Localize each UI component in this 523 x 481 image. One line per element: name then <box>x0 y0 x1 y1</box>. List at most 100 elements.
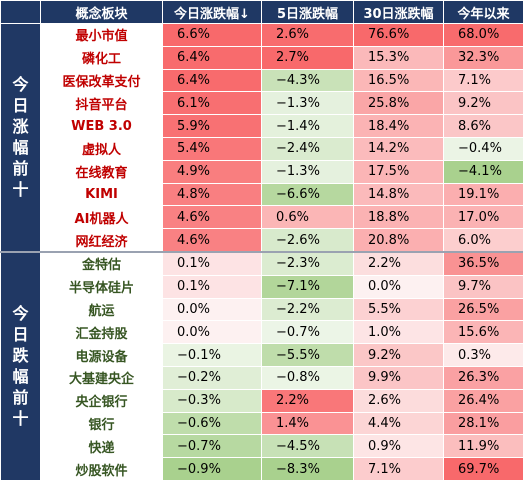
ytd-change-cell: 15.6% <box>444 321 523 344</box>
table-row[interactable]: 大基建央企−0.2%−0.8%9.9%26.3% <box>1 366 523 389</box>
30d-change-cell: 18.8% <box>354 206 444 229</box>
ytd-change-cell: 32.3% <box>444 46 523 69</box>
30d-change-cell: 7.1% <box>354 458 444 481</box>
header-30d-change[interactable]: 30日涨跌幅 <box>354 1 444 24</box>
30d-change-cell: 0.9% <box>354 435 444 458</box>
sector-name-cell[interactable]: 航运 <box>41 298 163 321</box>
today-change-cell: −0.1% <box>163 344 262 367</box>
5d-change-cell: −5.5% <box>262 344 354 367</box>
5d-change-cell: 2.6% <box>262 24 354 47</box>
sector-name-cell[interactable]: AI机器人 <box>41 206 163 229</box>
header-row: 概念板块 今日涨跌幅↓ 5日涨跌幅 30日涨跌幅 今年以来 <box>1 1 523 24</box>
group-label-char: 幅 <box>1 137 40 158</box>
today-change-cell: 4.9% <box>163 160 262 183</box>
sector-name-cell[interactable]: 央企银行 <box>41 389 163 412</box>
sector-name-cell[interactable]: 在线教育 <box>41 160 163 183</box>
header-ytd-change[interactable]: 今年以来 <box>444 1 523 24</box>
sector-name-cell[interactable]: 快递 <box>41 435 163 458</box>
30d-change-cell: 9.2% <box>354 344 444 367</box>
group-label-char: 日 <box>1 324 40 345</box>
group-label-char: 今 <box>1 74 40 95</box>
sector-name-cell[interactable]: 炒股软件 <box>41 458 163 481</box>
today-change-cell: 4.8% <box>163 183 262 206</box>
group-label-char: 今 <box>1 303 40 324</box>
header-5d-change[interactable]: 5日涨跌幅 <box>262 1 354 24</box>
sector-name-cell[interactable]: 医保改革支付 <box>41 69 163 92</box>
30d-change-cell: 2.6% <box>354 389 444 412</box>
ytd-change-cell: 8.6% <box>444 115 523 138</box>
sector-name-cell[interactable]: KIMI <box>41 183 163 206</box>
sector-name-cell[interactable]: 磷化工 <box>41 46 163 69</box>
header-today-label: 今日涨跌幅 <box>174 7 239 22</box>
30d-change-cell: 14.8% <box>354 183 444 206</box>
sector-name-cell[interactable]: 金特估 <box>41 252 163 275</box>
ytd-change-cell: 19.1% <box>444 183 523 206</box>
5d-change-cell: −0.8% <box>262 366 354 389</box>
today-change-cell: −0.6% <box>163 412 262 435</box>
today-change-cell: 6.1% <box>163 92 262 115</box>
today-change-cell: −0.9% <box>163 458 262 481</box>
sector-name-cell[interactable]: 最小市值 <box>41 24 163 47</box>
5d-change-cell: −2.4% <box>262 137 354 160</box>
sector-name-cell[interactable]: 电源设备 <box>41 344 163 367</box>
5d-change-cell: −1.3% <box>262 92 354 115</box>
ytd-change-cell: 11.9% <box>444 435 523 458</box>
5d-change-cell: −0.7% <box>262 321 354 344</box>
sector-name-cell[interactable]: 汇金持股 <box>41 321 163 344</box>
table-row[interactable]: 银行−0.6%1.4%4.4%28.1% <box>1 412 523 435</box>
header-today-change[interactable]: 今日涨跌幅↓ <box>163 1 262 24</box>
table-row[interactable]: 电源设备−0.1%−5.5%9.2%0.3% <box>1 344 523 367</box>
5d-change-cell: −2.6% <box>262 229 354 252</box>
30d-change-cell: 9.9% <box>354 366 444 389</box>
ytd-change-cell: 26.4% <box>444 389 523 412</box>
table-row[interactable]: 快递−0.7%−4.5%0.9%11.9% <box>1 435 523 458</box>
ytd-change-cell: 7.1% <box>444 69 523 92</box>
group-label-char: 日 <box>1 95 40 116</box>
sector-name-cell[interactable]: 抖音平台 <box>41 92 163 115</box>
30d-change-cell: 25.8% <box>354 92 444 115</box>
ytd-change-cell: 69.7% <box>444 458 523 481</box>
group-label-char: 涨 <box>1 116 40 137</box>
ytd-change-cell: 68.0% <box>444 24 523 47</box>
30d-change-cell: 18.4% <box>354 115 444 138</box>
sector-name-cell[interactable]: 半导体硅片 <box>41 275 163 298</box>
today-change-cell: −0.3% <box>163 389 262 412</box>
today-change-cell: −0.2% <box>163 366 262 389</box>
today-change-cell: 0.1% <box>163 275 262 298</box>
5d-change-cell: −4.5% <box>262 435 354 458</box>
group-label-char: 幅 <box>1 366 40 387</box>
sector-name-cell[interactable]: WEB 3.0 <box>41 115 163 138</box>
sector-name-cell[interactable]: 银行 <box>41 412 163 435</box>
30d-change-cell: 14.2% <box>354 137 444 160</box>
ytd-change-cell: 9.7% <box>444 275 523 298</box>
table-row[interactable]: 炒股软件−0.9%−8.3%7.1%69.7% <box>1 458 523 481</box>
30d-change-cell: 15.3% <box>354 46 444 69</box>
today-change-cell: 4.6% <box>163 229 262 252</box>
today-change-cell: 0.0% <box>163 298 262 321</box>
5d-change-cell: −2.2% <box>262 298 354 321</box>
sector-name-cell[interactable]: 网红经济 <box>41 229 163 252</box>
today-change-cell: 5.9% <box>163 115 262 138</box>
sector-name-cell[interactable]: 虚拟人 <box>41 137 163 160</box>
table-row[interactable]: 央企银行−0.3%2.2%2.6%26.4% <box>1 389 523 412</box>
ytd-change-cell: −4.1% <box>444 160 523 183</box>
sort-desc-icon: ↓ <box>239 7 250 22</box>
30d-change-cell: 16.5% <box>354 69 444 92</box>
30d-change-cell: 2.2% <box>354 252 444 275</box>
header-category[interactable]: 概念板块 <box>41 1 163 24</box>
sector-name-cell[interactable]: 大基建央企 <box>41 366 163 389</box>
